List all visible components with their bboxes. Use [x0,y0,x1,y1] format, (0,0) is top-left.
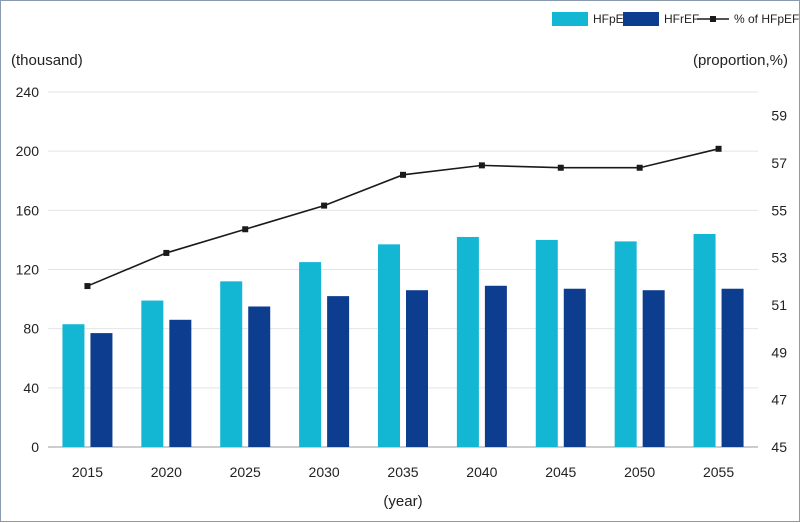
percent-marker [321,202,328,209]
legend: HFpEF HFrEF % of HFpEF [552,12,799,26]
left-tick-label: 80 [23,321,39,337]
percent-marker [636,164,643,171]
bar-hfpef [614,241,637,447]
bar-hfpef [299,262,322,447]
right-tick-label: 49 [771,344,787,360]
x-tick-label: 2040 [466,464,497,480]
bars [62,234,744,447]
bar-hfpef [220,281,243,447]
percent-marker [242,226,249,233]
bar-hfref [248,306,271,447]
bar-hfpef [456,236,479,447]
x-tick-label: 2055 [703,464,734,480]
x-tick-label: 2030 [309,464,340,480]
bar-hfpef [62,324,85,447]
x-tick-label: 2050 [624,464,655,480]
percent-line [84,145,722,290]
legend-swatch-hfpef [552,12,588,26]
left-tick-label: 200 [16,143,40,159]
bar-hfref [406,290,428,447]
right-tick-label: 47 [771,392,787,408]
legend-label-percent: % of HFpEF [734,12,799,26]
x-tick-label: 2020 [151,464,182,480]
bar-hfref [327,296,350,447]
bar-hfref [169,319,192,447]
right-axis-title: (proportion,%) [693,52,788,69]
right-tick-label: 45 [771,439,787,455]
x-tick-label: 2015 [72,464,103,480]
bar-hfpef [378,244,400,447]
right-tick-label: 51 [771,297,787,313]
bar-hfpef [693,234,716,447]
tick-labels: 0 40 80 120 160 200 240 45 47 49 51 53 55 57 59 2015 202… [16,84,788,480]
x-tick-label: 2045 [545,464,576,480]
percent-marker [715,145,722,152]
grid-lines [48,91,758,448]
percent-marker [478,162,485,169]
percent-marker [84,283,91,290]
percent-marker [163,249,170,256]
right-tick-label: 55 [771,202,787,218]
bar-hfref [642,290,665,447]
bar-hfref [563,288,586,447]
bar-hfref [484,285,507,447]
legend-line-marker [710,16,716,22]
left-tick-label: 160 [16,202,40,218]
right-tick-label: 57 [771,155,787,171]
right-tick-label: 59 [771,108,787,124]
bar-hfpef [535,239,558,447]
left-tick-label: 240 [16,84,40,100]
x-axis-title: (year) [383,493,422,510]
legend-label-hfpef: HFpEF [593,12,631,26]
percent-marker [400,171,406,178]
bar-hfref [90,333,113,447]
left-tick-label: 120 [16,262,40,278]
left-tick-label: 40 [23,380,39,396]
percent-marker [557,164,564,171]
left-tick-label: 0 [31,439,39,455]
legend-swatch-hfref [623,12,659,26]
right-tick-label: 53 [771,250,787,266]
bar-hfref [721,288,744,447]
x-tick-label: 2025 [230,464,261,480]
bar-hfpef [141,300,164,447]
x-tick-label: 2035 [387,464,418,480]
left-axis-title: (thousand) [11,52,83,69]
legend-label-hfref: HFrEF [664,12,699,26]
